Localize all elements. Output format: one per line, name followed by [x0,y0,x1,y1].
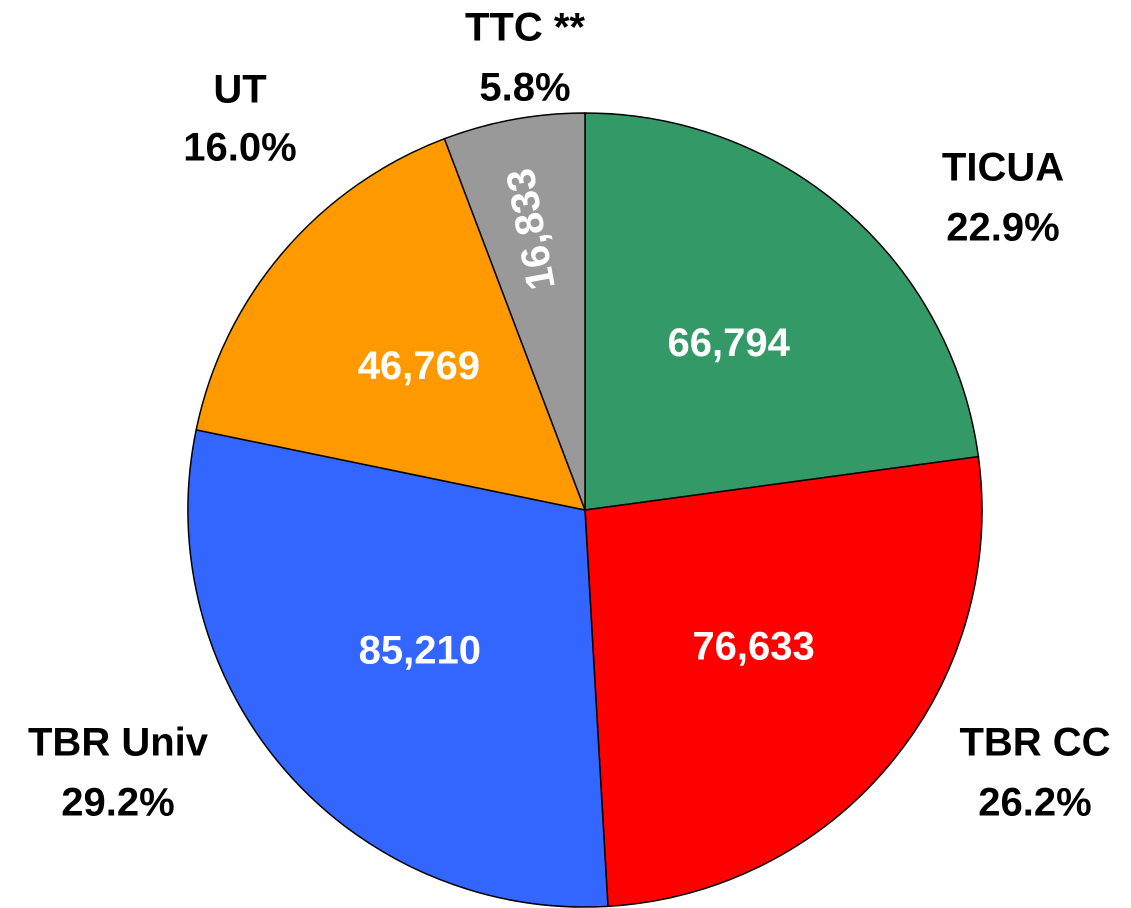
slice-category-label: TTC ** [465,6,585,50]
slice-percent-label: 26.2% [978,781,1091,825]
slice-percent-label: 29.2% [61,781,174,825]
slice-category-label: TBR Univ [28,721,209,765]
pie-slice [443,112,586,511]
slice-percent-label: 16.0% [183,126,296,170]
pie-slice [584,455,983,908]
pie-slice [584,112,980,511]
slice-value-label: 76,633 [692,624,814,668]
slice-value-label: 85,210 [359,628,481,672]
slice-category-label: TBR CC [959,721,1110,765]
pie-slice [187,428,609,908]
slice-percent-label: 22.9% [946,206,1059,250]
slice-category-label: UT [213,68,266,112]
slice-category-label: TICUA [942,146,1064,190]
pie-slice [195,137,587,512]
slice-value-label: 46,769 [358,344,480,388]
slice-value-label: 66,794 [667,321,790,365]
slice-percent-label: 5.8% [479,66,570,110]
